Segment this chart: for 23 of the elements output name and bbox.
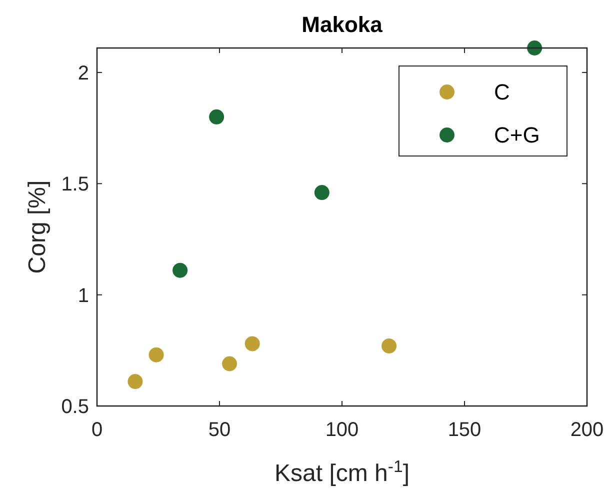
point (244, 336, 260, 352)
legend-label: C (494, 80, 510, 105)
point (128, 374, 143, 390)
point (382, 338, 397, 354)
point (527, 40, 542, 56)
point (209, 109, 224, 124)
point (314, 185, 330, 200)
point (148, 347, 164, 362)
y-tick-label: 1 (78, 284, 89, 307)
x-tick-label: 100 (325, 419, 359, 441)
point (172, 262, 188, 278)
legend-label: C+G (494, 122, 540, 148)
x-tick-label: 50 (208, 419, 231, 441)
y-tick-label: 0.5 (61, 396, 89, 418)
x-tick-label: 0 (91, 419, 103, 441)
x-axis-title: Ksat [cm h$^{-1}$] (274, 456, 410, 487)
y-tick-label: 2 (78, 62, 89, 84)
point (222, 356, 238, 372)
x-tick-label: 200 (570, 419, 604, 441)
y-tick-label: 1.5 (61, 174, 89, 196)
chart-title: Makoka (302, 12, 384, 37)
x-tick-label: 150 (448, 419, 482, 441)
y-axis-title: Corg [%] (24, 180, 51, 274)
